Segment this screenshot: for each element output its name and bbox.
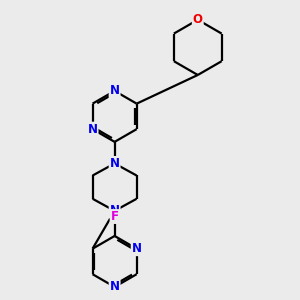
Text: N: N	[110, 280, 120, 293]
Text: F: F	[111, 210, 119, 223]
Text: N: N	[132, 242, 142, 255]
Text: N: N	[110, 157, 120, 170]
Text: N: N	[110, 204, 120, 218]
Text: N: N	[110, 84, 120, 98]
Text: N: N	[88, 123, 98, 136]
Text: O: O	[193, 13, 203, 26]
